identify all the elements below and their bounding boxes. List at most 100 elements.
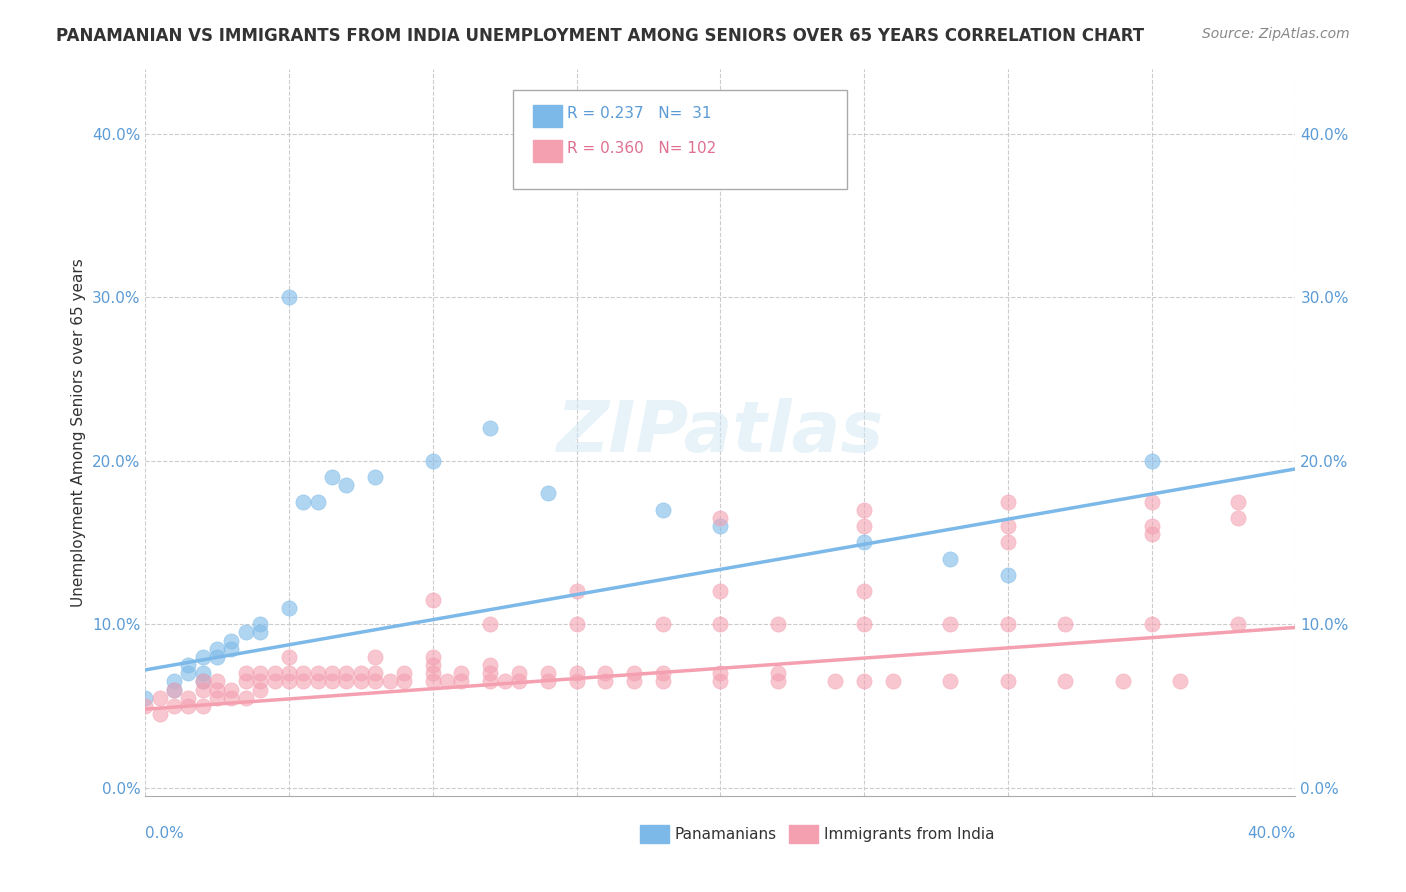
Point [939, 674, 962, 689]
Point [450, 666, 472, 681]
Point [422, 674, 444, 689]
Point [709, 666, 731, 681]
Point [997, 674, 1019, 689]
Point [709, 674, 731, 689]
Point [853, 674, 876, 689]
Point [1140, 617, 1163, 632]
Text: ZIPatlas: ZIPatlas [557, 398, 884, 467]
Text: R = 0.360   N= 102: R = 0.360 N= 102 [567, 141, 717, 156]
Point [853, 502, 876, 516]
Point [134, 690, 156, 705]
Point [205, 649, 228, 664]
Point [177, 690, 200, 705]
Point [263, 666, 285, 681]
Point [479, 421, 502, 435]
Point [364, 666, 387, 681]
Point [1054, 617, 1077, 632]
Point [292, 666, 315, 681]
Point [163, 674, 186, 689]
Point [623, 674, 645, 689]
Point [709, 584, 731, 599]
Point [565, 666, 588, 681]
Point [709, 511, 731, 525]
Point [350, 666, 373, 681]
Point [335, 666, 357, 681]
Bar [533, 105, 561, 127]
Point [321, 470, 343, 484]
Point [205, 690, 228, 705]
Point [364, 674, 387, 689]
Text: Panamanians: Panamanians [675, 827, 776, 842]
Point [1112, 674, 1135, 689]
Point [221, 641, 243, 656]
Point [278, 649, 301, 664]
Point [163, 682, 186, 697]
Point [249, 625, 271, 640]
Point [307, 494, 329, 508]
Point [422, 454, 444, 468]
Bar [789, 825, 818, 843]
Y-axis label: Unemployment Among Seniors over 65 years: Unemployment Among Seniors over 65 years [72, 258, 86, 607]
Text: R = 0.237   N=  31: R = 0.237 N= 31 [567, 106, 711, 121]
Point [565, 617, 588, 632]
Point [1140, 494, 1163, 508]
Point [148, 690, 170, 705]
Point [249, 682, 271, 697]
Point [709, 519, 731, 533]
Point [221, 690, 243, 705]
Text: Immigrants from India: Immigrants from India [824, 827, 994, 842]
Point [422, 592, 444, 607]
Point [278, 666, 301, 681]
Point [191, 674, 214, 689]
Point [853, 584, 876, 599]
Point [321, 674, 343, 689]
Point [537, 666, 560, 681]
Point [191, 666, 214, 681]
Point [882, 674, 904, 689]
Point [292, 494, 315, 508]
Point [479, 674, 502, 689]
Point [593, 674, 616, 689]
Point [508, 666, 530, 681]
Point [709, 617, 731, 632]
Point [537, 674, 560, 689]
Point [350, 674, 373, 689]
Point [163, 698, 186, 713]
Point [565, 584, 588, 599]
Point [191, 674, 214, 689]
Point [537, 486, 560, 500]
Point [278, 674, 301, 689]
Point [422, 666, 444, 681]
Point [249, 617, 271, 632]
Point [853, 519, 876, 533]
Point [263, 674, 285, 689]
Point [939, 551, 962, 566]
Point [1170, 674, 1192, 689]
Point [205, 682, 228, 697]
Point [436, 674, 458, 689]
Point [378, 674, 401, 689]
Point [321, 666, 343, 681]
Point [651, 674, 673, 689]
Point [235, 674, 257, 689]
Point [235, 666, 257, 681]
Point [997, 568, 1019, 582]
Point [766, 617, 789, 632]
Point [1140, 527, 1163, 541]
Point [307, 666, 329, 681]
Point [1226, 511, 1249, 525]
Point [593, 666, 616, 681]
Point [205, 674, 228, 689]
Point [997, 535, 1019, 549]
Point [249, 666, 271, 681]
Point [148, 707, 170, 722]
Point [766, 674, 789, 689]
Point [494, 674, 516, 689]
Point [191, 698, 214, 713]
Point [651, 502, 673, 516]
Point [853, 535, 876, 549]
Point [997, 494, 1019, 508]
Point [824, 674, 846, 689]
Point [1140, 519, 1163, 533]
Point [422, 658, 444, 673]
